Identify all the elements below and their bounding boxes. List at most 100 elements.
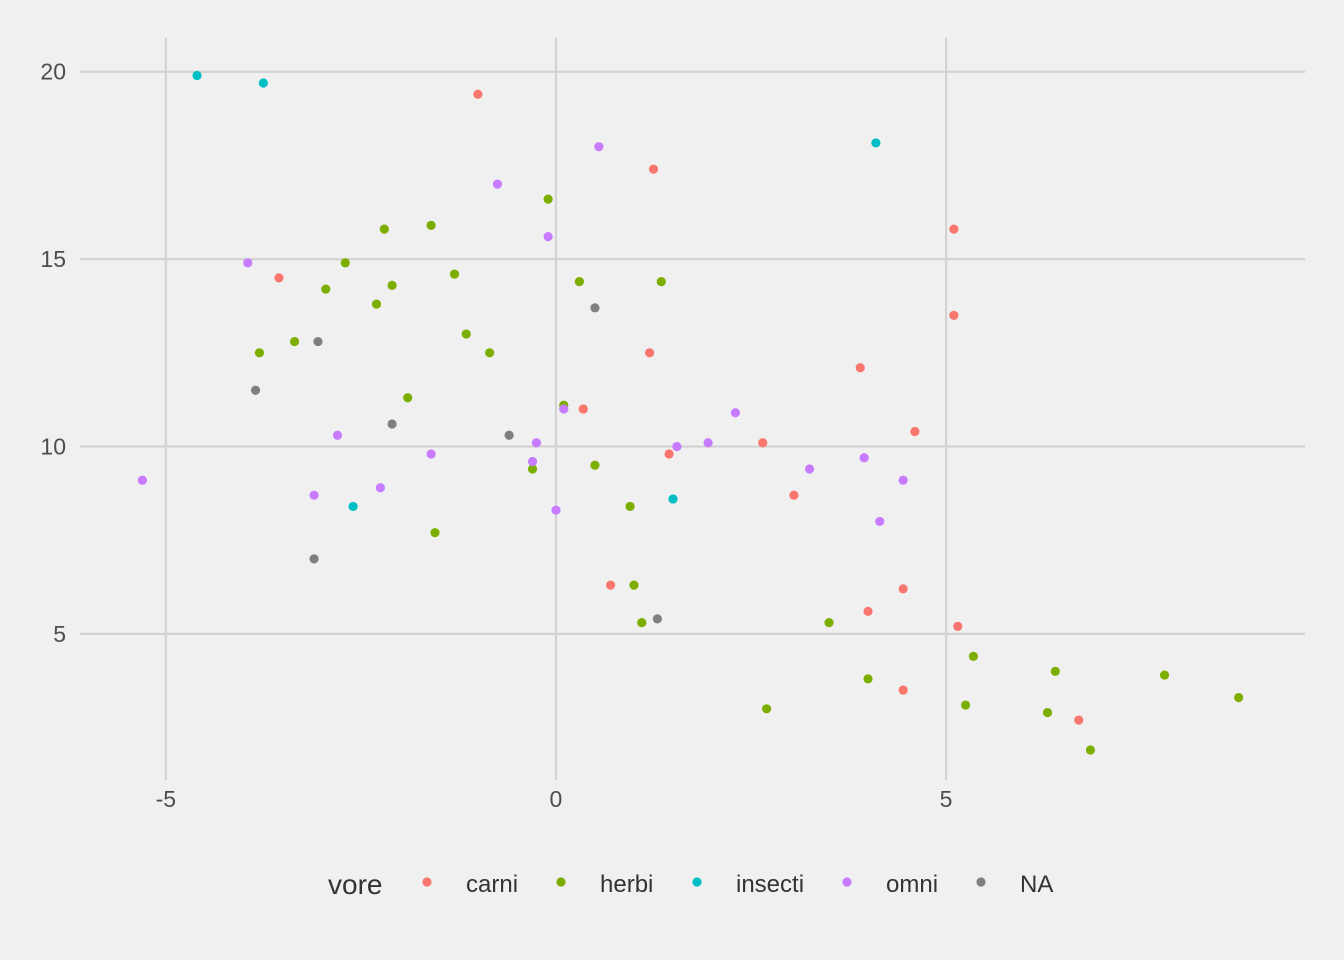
data-point-omni (804, 464, 815, 474)
data-point-carni (644, 348, 655, 358)
data-point-omni (137, 475, 148, 485)
data-point-insecti (871, 138, 881, 148)
data-point-carni (648, 164, 659, 174)
data-point-herbi (387, 280, 397, 290)
data-point-insecti (192, 70, 202, 81)
data-point-herbi (289, 336, 300, 347)
data-point-herbi (379, 224, 389, 234)
data-point-na (309, 554, 319, 564)
data-point-carni (855, 363, 865, 373)
data-point-insecti (258, 78, 268, 88)
data-point-omni (531, 438, 542, 448)
data-point-herbi (590, 460, 600, 470)
data-point-herbi (321, 284, 331, 294)
data-point-omni (898, 475, 908, 485)
data-point-carni (274, 273, 284, 283)
data-point-herbi (340, 258, 350, 268)
data-point-carni (910, 426, 920, 437)
data-point-carni (578, 404, 588, 414)
data-point-omni (309, 490, 319, 500)
data-point-na (590, 303, 600, 313)
data-point-carni (1074, 715, 1084, 725)
data-point-omni (859, 453, 869, 463)
y-tick-label: 15 (40, 246, 66, 272)
legend-label: herbi (600, 871, 653, 898)
legend-key (976, 877, 986, 887)
data-point-omni (703, 438, 713, 448)
data-point-herbi (371, 299, 382, 309)
data-point-herbi (1050, 666, 1060, 676)
data-point-omni (492, 179, 503, 189)
legend-key (422, 877, 432, 887)
data-point-herbi (543, 194, 553, 204)
data-point-herbi (968, 651, 978, 661)
data-point-insecti (348, 501, 358, 512)
data-point-herbi (485, 348, 495, 358)
legend-label: carni (466, 871, 518, 898)
data-point-herbi (527, 464, 538, 474)
data-point-carni (898, 685, 908, 695)
data-point-carni (863, 606, 873, 616)
legend: vore carni herbi insecti omni NA (328, 869, 1053, 900)
legend-title: vore (328, 869, 382, 900)
data-point-omni (426, 449, 436, 459)
legend-key (556, 877, 566, 887)
data-point-herbi (960, 700, 971, 710)
data-point-na (250, 385, 261, 395)
data-point-carni (949, 310, 959, 320)
data-point-insecti (668, 494, 678, 504)
data-point-carni (898, 584, 908, 594)
data-point-omni (375, 483, 385, 493)
data-point-omni (527, 456, 538, 467)
data-point-herbi (426, 220, 436, 230)
grid-lines (80, 38, 1305, 780)
data-point-herbi (430, 528, 440, 538)
data-point-herbi (629, 580, 639, 590)
x-tick-label: 5 (940, 786, 953, 812)
data-point-na (652, 614, 662, 624)
data-point-herbi (403, 393, 413, 403)
data-point-carni (664, 449, 674, 459)
data-point-carni (949, 224, 959, 234)
legend-key (692, 877, 702, 887)
data-point-omni (730, 408, 741, 418)
data-point-omni (875, 516, 885, 527)
data-point-herbi (1159, 670, 1170, 680)
data-point-herbi (574, 276, 584, 287)
data-point-herbi (1042, 707, 1053, 718)
data-point-herbi (625, 501, 635, 512)
data-point-herbi (254, 348, 265, 358)
data-point-herbi (656, 276, 666, 287)
data-point-herbi (461, 329, 471, 339)
data-point-carni (758, 438, 768, 448)
data-point-omni (559, 404, 569, 414)
legend-label: insecti (736, 871, 804, 898)
legend-label: omni (886, 871, 938, 898)
y-tick-label: 10 (40, 433, 66, 459)
y-tick-label: 20 (40, 59, 66, 85)
data-point-omni (243, 258, 253, 268)
data-point-na (387, 419, 397, 429)
data-point-herbi (1085, 745, 1096, 755)
data-point-na (504, 430, 514, 440)
data-point-omni (551, 505, 561, 515)
data-point-herbi (1234, 692, 1244, 703)
data-point-carni (473, 89, 483, 99)
x-tick-label: 0 (550, 786, 563, 812)
data-points (137, 70, 1244, 755)
legend-key (842, 877, 852, 887)
data-point-herbi (762, 704, 772, 714)
data-point-omni (332, 430, 343, 440)
legend-label: NA (1020, 871, 1053, 898)
data-point-carni (789, 490, 799, 500)
data-point-herbi (449, 269, 460, 279)
data-point-omni (672, 441, 682, 452)
data-point-carni (953, 621, 963, 631)
data-point-herbi (637, 618, 647, 628)
axis-tick-labels: -5 0 5 5 10 15 20 (40, 59, 952, 812)
data-point-herbi (863, 674, 873, 684)
data-point-carni (605, 580, 616, 590)
data-point-omni (594, 142, 604, 152)
data-point-herbi (824, 618, 834, 628)
